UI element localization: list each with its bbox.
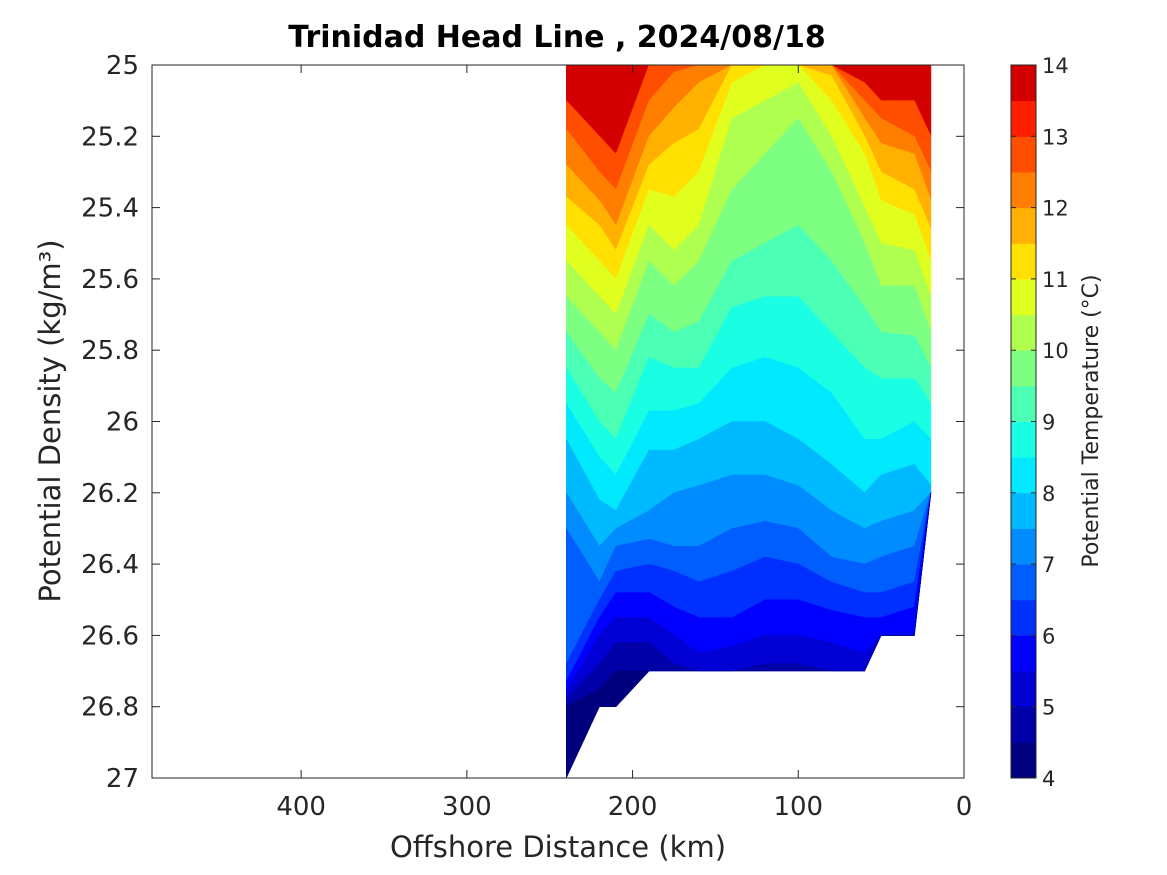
colorbar-tick-label: 11 [1042,268,1069,292]
chart-title: Trinidad Head Line , 2024/08/18 [288,20,825,55]
colorbar-swatch [1011,564,1036,601]
temperature-band [566,492,932,779]
colorbar-swatch [1011,421,1036,458]
colorbar-swatch [1011,706,1036,743]
x-tick-label: 400 [276,792,326,822]
colorbar-swatch [1011,742,1036,779]
colorbar-title: Potential Temperature (°C) [1079,274,1104,567]
colorbar-swatch [1011,65,1036,102]
y-axis-title: Potential Density (kg/m³) [33,239,67,602]
colorbar-swatch [1011,528,1036,565]
colorbar-swatch [1011,671,1036,708]
y-tick-label: 25.2 [81,122,139,152]
colorbar-tick-label: 10 [1042,339,1069,363]
colorbar: 4 5 6 7 8 9 10 11 12 13 14 Potential Temperature (… [1010,54,1104,791]
x-axis-title: Offshore Distance (km) [390,830,726,864]
colorbar-tick-label: 4 [1042,767,1055,791]
y-tick-label: 25.6 [81,265,139,295]
y-tick-label: 26.8 [81,693,139,723]
colorbar-swatch [1011,457,1036,494]
y-tick-label: 26.2 [81,479,139,509]
colorbar-swatches [1011,65,1036,779]
x-tick-label: 0 [956,792,973,822]
plot-area: 400 300 200 100 0 25 25.2 25.4 25.6 25.8 26 26.2 26… [81,51,972,822]
y-tick-label: 26.4 [81,550,139,580]
x-tick-label: 100 [773,792,823,822]
y-tick-label: 25 [106,51,139,81]
y-axis: 25 25.2 25.4 25.6 25.8 26 26.2 26.4 26.6 26.8 27 [81,51,964,794]
colorbar-swatch [1011,492,1036,529]
colorbar-swatch [1011,350,1036,387]
y-tick-label: 26.6 [81,621,139,651]
colorbar-swatch [1011,100,1036,137]
colorbar-tick-label: 14 [1042,54,1069,78]
colorbar-tick-label: 9 [1042,411,1055,435]
colorbar-swatch [1011,385,1036,422]
x-tick-label: 300 [442,792,492,822]
colorbar-tick-label: 7 [1042,553,1055,577]
y-tick-label: 25.4 [81,194,139,224]
colorbar-swatch [1011,599,1036,636]
colorbar-tick-label: 12 [1042,197,1069,221]
colorbar-tick-label: 5 [1042,696,1055,720]
colorbar-swatch [1011,314,1036,351]
colorbar-swatch [1011,243,1036,280]
x-tick-label: 200 [608,792,658,822]
y-tick-label: 25.8 [81,336,139,366]
colorbar-swatch [1011,207,1036,244]
y-tick-label: 26 [106,408,139,438]
colorbar-tick-label: 13 [1042,125,1069,149]
colorbar-swatch [1011,136,1036,173]
x-axis: 400 300 200 100 0 [276,65,972,822]
colorbar-swatch [1011,171,1036,209]
colorbar-tick-label: 6 [1042,624,1055,648]
y-tick-label: 27 [106,764,139,794]
colorbar-swatch [1011,278,1036,316]
colorbar-swatch [1011,635,1036,672]
temperature-bands [566,64,932,779]
colorbar-tick-label: 8 [1042,482,1055,506]
colorbar-ticks: 4 5 6 7 8 9 10 11 12 13 14 [1011,54,1069,791]
